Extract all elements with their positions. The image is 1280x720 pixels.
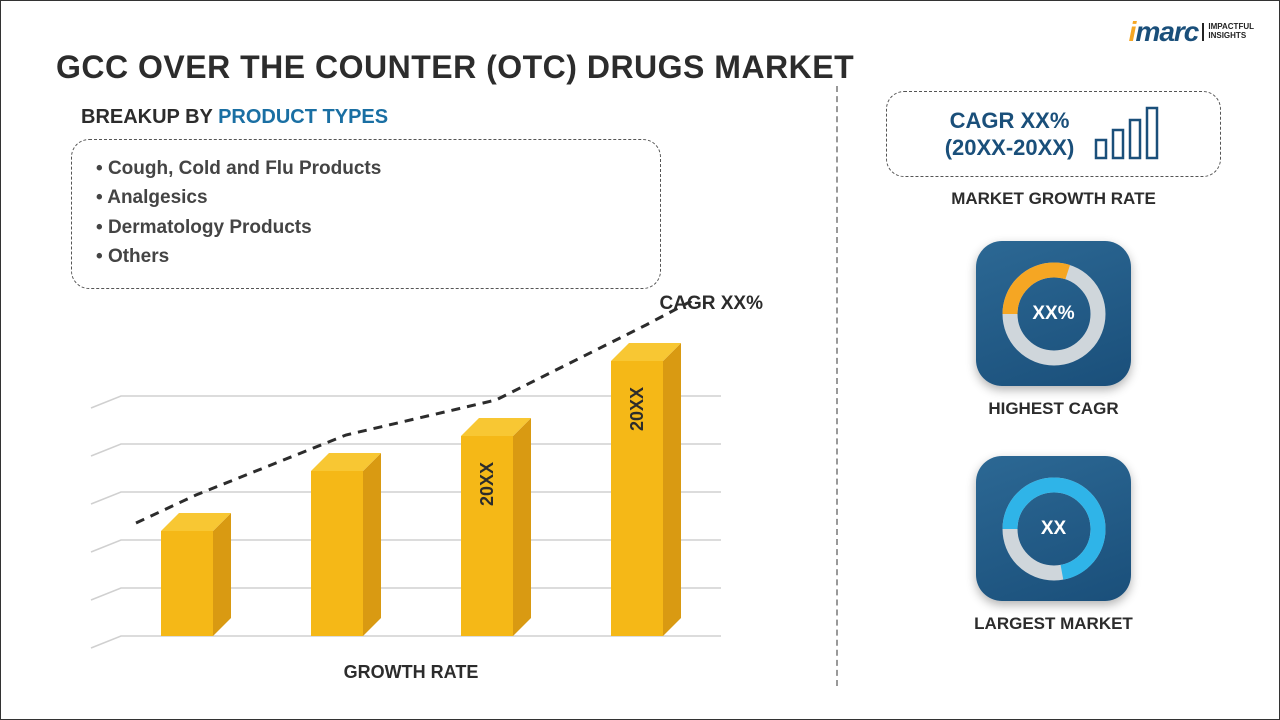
bar-chart-svg: 20XX 20XX — [71, 301, 751, 671]
breakup-list: Cough, Cold and Flu Products Analgesics … — [96, 154, 636, 272]
subtitle-prefix: BREAKUP BY — [81, 106, 218, 128]
vertical-divider — [836, 86, 838, 686]
largest-market-value: XX — [1041, 518, 1066, 540]
brand-logo: imarc IMPACTFUL INSIGHTS — [1129, 16, 1254, 48]
cagr-arrow-label: CAGR XX% — [660, 293, 763, 315]
growth-rate-label: MARKET GROWTH RATE — [886, 189, 1221, 209]
highest-cagr-label: HIGHEST CAGR — [886, 399, 1221, 419]
list-item: Others — [96, 242, 636, 271]
breakup-box: Cough, Cold and Flu Products Analgesics … — [71, 139, 661, 289]
list-item: Cough, Cold and Flu Products — [96, 154, 636, 183]
highest-cagr-value: XX% — [1032, 303, 1074, 325]
list-item: Analgesics — [96, 183, 636, 212]
page-title: GCC OVER THE COUNTER (OTC) DRUGS MARKET — [56, 49, 854, 86]
breakup-subtitle: BREAKUP BY PRODUCT TYPES — [81, 106, 388, 129]
list-item: Dermatology Products — [96, 213, 636, 242]
logo-text: imarc — [1129, 16, 1199, 48]
svg-text:20XX: 20XX — [477, 462, 497, 506]
svg-text:20XX: 20XX — [627, 387, 647, 431]
largest-market-label: LARGEST MARKET — [886, 614, 1221, 634]
logo-rest: marc — [1135, 16, 1198, 47]
largest-market-tile: XX — [976, 456, 1131, 601]
growth-rate-text: CAGR XX% (20XX-20XX) — [945, 107, 1075, 162]
highest-cagr-tile: XX% — [976, 241, 1131, 386]
mini-bar-icon — [1092, 106, 1162, 162]
growth-chart: 20XX20XX CAGR XX% GROWTH RATE — [71, 301, 751, 671]
chart-x-label: GROWTH RATE — [344, 662, 479, 683]
growth-rate-box: CAGR XX% (20XX-20XX) — [886, 91, 1221, 177]
subtitle-accent: PRODUCT TYPES — [218, 106, 388, 128]
logo-tagline: IMPACTFUL INSIGHTS — [1202, 23, 1254, 41]
